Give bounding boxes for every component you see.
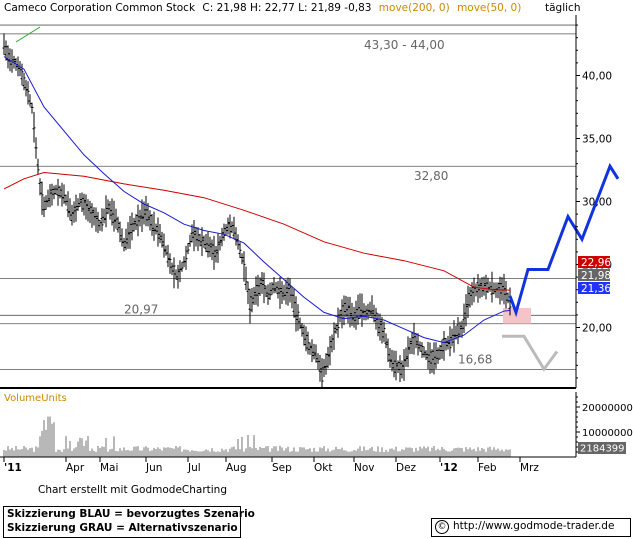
time-tick-label: Nov	[354, 462, 375, 474]
time-tick-label: Jul	[187, 462, 201, 474]
time-tick-label: Mrz	[520, 462, 539, 474]
level-label: 20,97	[124, 302, 158, 316]
level-label: 16,68	[458, 352, 492, 366]
scenario-legend: Skizzierung BLAU = bevorzugtes Szenario …	[3, 506, 255, 538]
horizontal-levels: 43,30 - 44,00 32,80 20,97 16,68	[0, 24, 576, 370]
value-badge-label: 21,98	[581, 270, 611, 282]
volume-label: VolumeUnits	[4, 393, 67, 404]
time-tick-label: Jun	[145, 462, 162, 474]
blue-scenario-line	[508, 162, 620, 318]
price-tick-label: 35,00	[582, 133, 612, 145]
ma50-label: move(50, 0)	[457, 2, 521, 14]
volume-last-badge	[578, 442, 626, 454]
time-tick-label: Feb	[478, 462, 497, 474]
volume-bars	[3, 416, 511, 457]
ma50-line	[3, 56, 511, 344]
price-tick-label: 20,00	[582, 323, 612, 335]
value-badge-label: 21,36	[581, 283, 611, 295]
volume-tick-label: 10000000	[582, 428, 633, 439]
time-tick-label: Aug	[226, 462, 247, 474]
value-badge	[578, 269, 610, 281]
copyright-icon: ©	[435, 520, 449, 534]
time-axis: '11 Apr Mai Jun Jul Aug Sep Okt Nov Dez '12 Feb Mrz	[3, 457, 539, 474]
chart-title: Cameco Corporation Common Stock C: 21,98…	[4, 2, 521, 14]
time-tick-label: Mai	[100, 462, 118, 474]
price-panel	[0, 15, 576, 388]
price-candles	[2, 33, 512, 388]
period-label: täglich	[545, 2, 580, 14]
legend-blue: Skizzierung BLAU = bevorzugtes Szenario	[7, 508, 255, 520]
volume-last-value: 2184399	[580, 444, 625, 455]
volume-tick-label: 20000000	[582, 403, 633, 414]
grey-scenario-line	[502, 334, 559, 372]
trendline-green	[15, 26, 41, 43]
source-link[interactable]: © http://www.godmode-trader.de	[431, 518, 631, 537]
level-label: 32,80	[414, 169, 448, 183]
legend-grey: Skizzierung GRAU = Alternativszenario	[7, 522, 238, 534]
time-tick-label: Apr	[66, 462, 85, 474]
level-label: 43,30 - 44,00	[364, 38, 445, 52]
price-tick-label: 40,00	[582, 70, 612, 82]
value-badge	[578, 256, 610, 268]
value-badge-label: 22,96	[581, 257, 611, 269]
time-tick-label: '11	[4, 462, 22, 474]
ma200-line	[3, 171, 511, 291]
value-badge	[578, 282, 610, 294]
time-tick-label: Dez	[396, 462, 417, 474]
ma200-label: move(200, 0)	[379, 2, 450, 14]
time-tick-label: Sep	[272, 462, 292, 474]
chart-credit: Chart erstellt mit GodmodeCharting	[38, 484, 227, 496]
time-tick-label: Okt	[314, 462, 332, 474]
source-url[interactable]: http://www.godmode-trader.de	[453, 520, 615, 532]
time-tick-label: '12	[440, 462, 458, 474]
